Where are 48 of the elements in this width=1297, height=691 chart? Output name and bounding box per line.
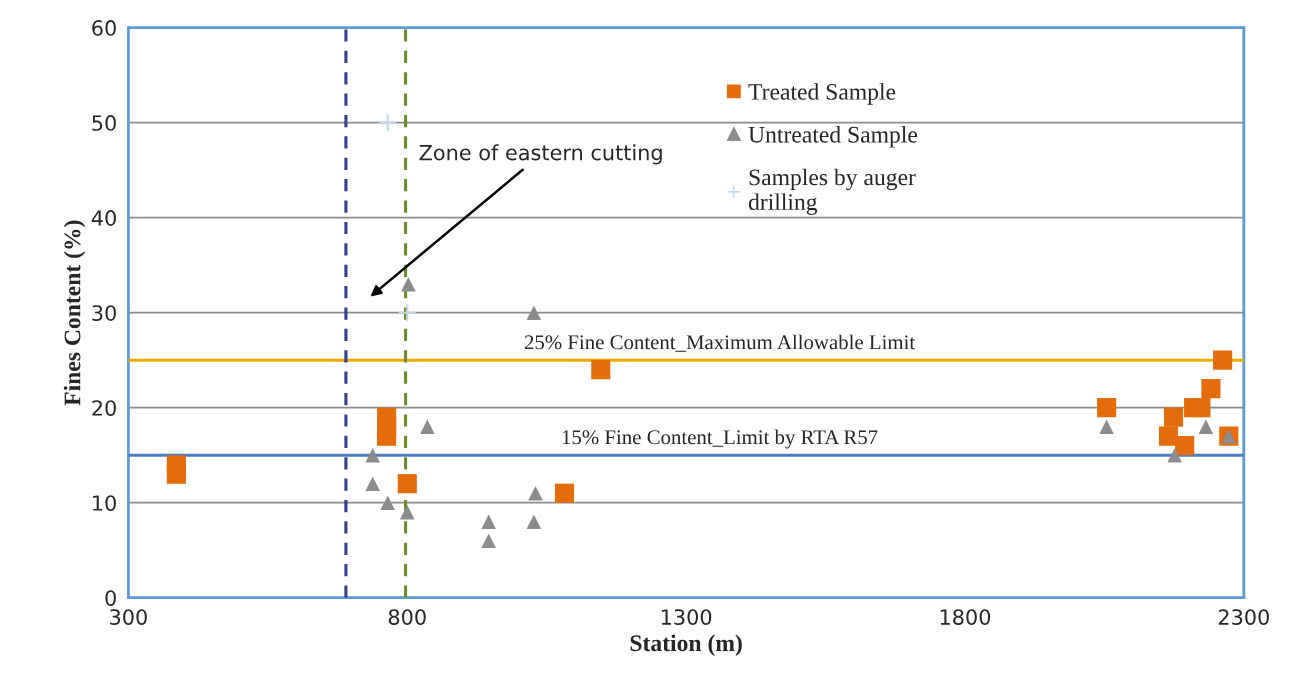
y-tick-label: 40 bbox=[91, 210, 116, 226]
point bbox=[528, 485, 543, 501]
x-tick-label: 800 bbox=[388, 609, 426, 625]
point bbox=[1201, 379, 1221, 399]
point bbox=[397, 303, 417, 323]
point bbox=[481, 514, 496, 529]
point bbox=[397, 474, 417, 494]
point bbox=[1099, 419, 1114, 434]
point bbox=[377, 426, 397, 446]
point bbox=[481, 533, 496, 548]
y-tick-label: 0 bbox=[105, 590, 116, 606]
point bbox=[1175, 436, 1195, 456]
legend-label: Treated Sample bbox=[748, 83, 896, 105]
point bbox=[526, 514, 542, 529]
point bbox=[1163, 407, 1184, 427]
point bbox=[1198, 419, 1214, 434]
point bbox=[1097, 398, 1117, 418]
point bbox=[591, 360, 611, 380]
point bbox=[378, 113, 398, 133]
point bbox=[1167, 447, 1182, 463]
x-tick-label: 2300 bbox=[1218, 609, 1269, 625]
legend-label: Samples by auger drilling bbox=[748, 168, 916, 215]
annotation: Zone of eastern cutting bbox=[419, 144, 662, 165]
point bbox=[526, 305, 542, 320]
point bbox=[554, 483, 575, 503]
point bbox=[401, 276, 416, 292]
y-tick-label: 30 bbox=[92, 305, 116, 321]
y-tick-label: 50 bbox=[92, 115, 116, 131]
point bbox=[380, 495, 396, 510]
ref-line-label: 15% Fine Content_Limit by RTA R57 bbox=[562, 429, 878, 449]
x-tick-label: 300 bbox=[110, 609, 147, 625]
y-tick-label: 10 bbox=[93, 495, 116, 511]
y-axis-title: Fines Content (%) bbox=[63, 220, 86, 406]
point bbox=[365, 447, 380, 463]
point bbox=[1158, 426, 1179, 446]
point bbox=[365, 476, 380, 491]
x-tick-label: 1800 bbox=[940, 609, 991, 625]
legend-label: Untreated Sample bbox=[748, 126, 918, 148]
x-axis-title: Station (m) bbox=[630, 634, 742, 656]
point bbox=[1213, 350, 1233, 370]
ref-line-label: 25% Fine Content_Maximum Allowable Limit bbox=[524, 334, 916, 352]
point bbox=[1191, 398, 1211, 418]
x-tick-label: 1300 bbox=[661, 609, 712, 625]
y-tick-label: 60 bbox=[92, 20, 116, 36]
point bbox=[420, 419, 435, 434]
point bbox=[166, 464, 186, 484]
y-tick-label: 20 bbox=[92, 400, 116, 416]
point bbox=[399, 504, 415, 520]
